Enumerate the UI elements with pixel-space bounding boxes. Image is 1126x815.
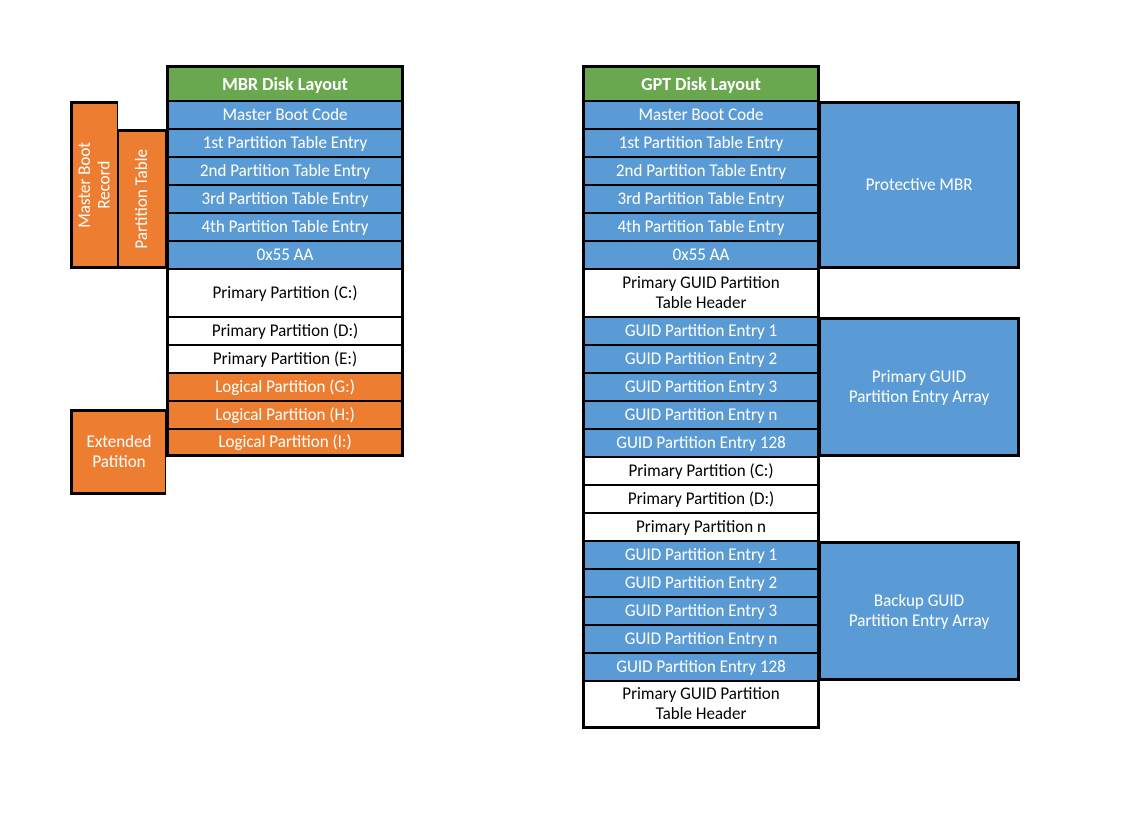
gpt-bgpe3: GUID Partition Entry 3 [582,597,820,625]
mbr-pte4: 4th Partition Table Entry [166,213,404,241]
gpt-pte4: 4th Partition Table Entry [582,213,820,241]
gpt-bgpe128: GUID Partition Entry 128 [582,653,820,681]
gpt-primary-d: Primary Partition (D:) [582,485,820,513]
gpt-gpe1: GUID Partition Entry 1 [582,317,820,345]
mbr-diagram: Master Boot Record Partition Table MBR D… [70,65,404,457]
gpt-gpe3: GUID Partition Entry 3 [582,373,820,401]
mbr-logical-h: Logical Partition (H:) [166,401,404,429]
mbr-master-boot-record-label: Master Boot Record [70,101,118,269]
mbr-pte2: 2nd Partition Table Entry [166,157,404,185]
gpt-title: GPT Disk Layout [582,65,820,101]
gpt-primary-array-label: Primary GUID Partition Entry Array [820,317,1020,457]
gpt-gpen: GUID Partition Entry n [582,401,820,429]
mbr-extended-partition-label: Extended Patition [70,409,166,495]
gpt-primary-c: Primary Partition (C:) [582,457,820,485]
gpt-side-labels: Protective MBR Primary GUID Partition En… [820,101,1020,681]
gpt-primary-guid-header-2: Primary GUID Partition Table Header [582,681,820,729]
mbr-primary-d: Primary Partition (D:) [166,317,404,345]
gpt-primary-guid-header-1: Primary GUID Partition Table Header [582,269,820,317]
gpt-bgpe1: GUID Partition Entry 1 [582,541,820,569]
gpt-protective-mbr-label: Protective MBR [820,101,1020,269]
gpt-boot-code: Master Boot Code [582,101,820,129]
mbr-logical-i: Logical Partition (I:) [166,429,404,457]
mbr-pte1: 1st Partition Table Entry [166,129,404,157]
mbr-logical-g: Logical Partition (G:) [166,373,404,401]
mbr-signature: 0x55 AA [166,241,404,269]
mbr-main-column: MBR Disk Layout Master Boot Code 1st Par… [166,65,404,457]
gpt-pte3: 3rd Partition Table Entry [582,185,820,213]
mbr-pte3: 3rd Partition Table Entry [166,185,404,213]
gpt-main-column: GPT Disk Layout Master Boot Code 1st Par… [582,65,820,729]
gpt-pte1: 1st Partition Table Entry [582,129,820,157]
gpt-bgpen: GUID Partition Entry n [582,625,820,653]
mbr-partition-table-label: Partition Table [118,129,166,269]
mbr-title: MBR Disk Layout [166,65,404,101]
gpt-backup-array-label: Backup GUID Partition Entry Array [820,541,1020,681]
gpt-signature: 0x55 AA [582,241,820,269]
mbr-primary-c: Primary Partition (C:) [166,269,404,317]
mbr-boot-code: Master Boot Code [166,101,404,129]
gpt-primary-n: Primary Partition n [582,513,820,541]
mbr-primary-e: Primary Partition (E:) [166,345,404,373]
gpt-gpe2: GUID Partition Entry 2 [582,345,820,373]
gpt-diagram: GPT Disk Layout Master Boot Code 1st Par… [582,65,1020,729]
gpt-pte2: 2nd Partition Table Entry [582,157,820,185]
gpt-bgpe2: GUID Partition Entry 2 [582,569,820,597]
gpt-gpe128: GUID Partition Entry 128 [582,429,820,457]
